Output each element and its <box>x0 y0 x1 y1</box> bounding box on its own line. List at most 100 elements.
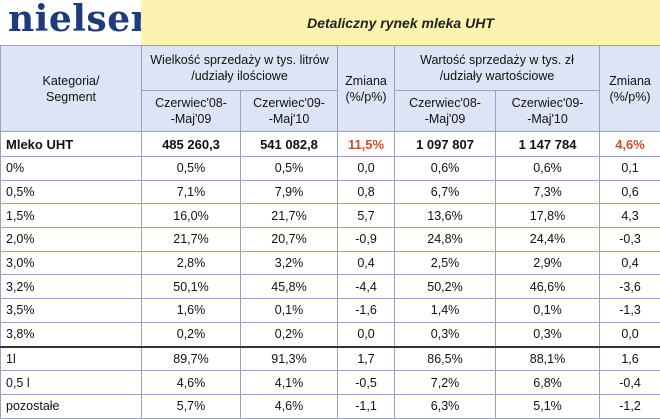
row-cell-vol1: 1,6% <box>142 299 241 323</box>
row-cell-val-change: -3,6 <box>600 275 660 299</box>
volume-change-header: Zmiana(%/p%) <box>338 46 395 132</box>
row-label: pozostałe <box>1 394 142 418</box>
row-cell-vol-change: 1,7 <box>338 347 395 371</box>
row-cell-val-change: 0,4 <box>600 251 660 275</box>
row-cell-val1: 7,2% <box>395 371 496 395</box>
row-cell-vol1: 0,2% <box>142 322 241 346</box>
row-label: 3,2% <box>1 275 142 299</box>
row-label: 3,5% <box>1 299 142 323</box>
row-cell-vol2: 0,5% <box>241 157 338 181</box>
row-cell-val1: 13,6% <box>395 204 496 228</box>
period1-value-header: Czerwiec'08--Maj'09 <box>395 91 496 132</box>
row-cell-vol-change: -1,1 <box>338 394 395 418</box>
row-cell-val-change: 0,6 <box>600 180 660 204</box>
sales-table: Kategoria/Segment Wielkość sprzedaży w t… <box>0 45 660 419</box>
row-label: 3,0% <box>1 251 142 275</box>
row-cell-vol-change: -1,6 <box>338 299 395 323</box>
row-cell-val2: 0,6% <box>496 157 600 181</box>
row-cell-vol-change: 0,8 <box>338 180 395 204</box>
row-cell-vol-change: 0,0 <box>338 322 395 346</box>
row-cell-val1: 24,8% <box>395 228 496 252</box>
row-cell-vol1: 89,7% <box>142 347 241 371</box>
row-cell-val-change: 0,0 <box>600 322 660 346</box>
row-cell-val2: 2,9% <box>496 251 600 275</box>
total-val-change: 4,6% <box>600 132 660 157</box>
row-cell-vol-change: 0,0 <box>338 157 395 181</box>
row-cell-val2: 46,6% <box>496 275 600 299</box>
row-cell-vol2: 20,7% <box>241 228 338 252</box>
row-label: 3,8% <box>1 322 142 346</box>
row-cell-val-change: -0,3 <box>600 228 660 252</box>
total-vol-change: 11,5% <box>338 132 395 157</box>
row-cell-val2: 5,1% <box>496 394 600 418</box>
row-cell-vol1: 50,1% <box>142 275 241 299</box>
total-label: Mleko UHT <box>1 132 142 157</box>
row-cell-val2: 6,8% <box>496 371 600 395</box>
row-cell-val1: 0,6% <box>395 157 496 181</box>
row-cell-vol1: 5,7% <box>142 394 241 418</box>
row-cell-vol2: 21,7% <box>241 204 338 228</box>
category-header: Kategoria/Segment <box>1 46 142 132</box>
row-cell-val-change: -0,4 <box>600 371 660 395</box>
total-vol1: 485 260,3 <box>142 132 241 157</box>
row-label: 0,5 l <box>1 371 142 395</box>
row-cell-val-change: 4,3 <box>600 204 660 228</box>
row-cell-val1: 86,5% <box>395 347 496 371</box>
row-cell-vol-change: 5,7 <box>338 204 395 228</box>
volume-group-header: Wielkość sprzedaży w tys. litrów/udziały… <box>142 46 338 91</box>
row-cell-vol2: 0,2% <box>241 322 338 346</box>
total-val1: 1 097 807 <box>395 132 496 157</box>
row-cell-vol-change: -4,4 <box>338 275 395 299</box>
row-cell-vol-change: -0,9 <box>338 228 395 252</box>
row-cell-val2: 0,3% <box>496 322 600 346</box>
total-row: Mleko UHT 485 260,3 541 082,8 11,5% 1 09… <box>1 132 660 157</box>
row-cell-vol1: 16,0% <box>142 204 241 228</box>
row-label: 1,5% <box>1 204 142 228</box>
row-cell-vol2: 7,9% <box>241 180 338 204</box>
row-cell-val1: 6,7% <box>395 180 496 204</box>
row-cell-val-change: 0,1 <box>600 157 660 181</box>
value-change-header: Zmiana(%/p%) <box>600 46 660 132</box>
row-cell-vol1: 0,5% <box>142 157 241 181</box>
row-label: 0% <box>1 157 142 181</box>
row-cell-vol1: 4,6% <box>142 371 241 395</box>
value-group-header: Wartość sprzedaży w tys. zł/udziały wart… <box>395 46 600 91</box>
row-cell-val2: 7,3% <box>496 180 600 204</box>
logo-text: nielsen <box>8 0 157 40</box>
row-label: 1l <box>1 347 142 371</box>
row-cell-vol1: 7,1% <box>142 180 241 204</box>
row-cell-val2: 88,1% <box>496 347 600 371</box>
row-cell-val1: 6,3% <box>395 394 496 418</box>
row-cell-val2: 24,4% <box>496 228 600 252</box>
row-cell-val1: 2,5% <box>395 251 496 275</box>
row-label: 2,0% <box>1 228 142 252</box>
period1-volume-header: Czerwiec'08--Maj'09 <box>142 91 241 132</box>
row-cell-vol1: 21,7% <box>142 228 241 252</box>
row-cell-vol-change: -0,5 <box>338 371 395 395</box>
row-cell-vol1: 2,8% <box>142 251 241 275</box>
period2-volume-header: Czerwiec'09--Maj'10 <box>241 91 338 132</box>
nielsen-logo: nielsen <box>0 0 140 45</box>
row-cell-val-change: -1,3 <box>600 299 660 323</box>
row-cell-val-change: -1,2 <box>600 394 660 418</box>
row-cell-val2: 0,1% <box>496 299 600 323</box>
row-cell-vol-change: 0,4 <box>338 251 395 275</box>
row-cell-val1: 1,4% <box>395 299 496 323</box>
period2-value-header: Czerwiec'09--Maj'10 <box>496 91 600 132</box>
row-cell-vol2: 45,8% <box>241 275 338 299</box>
row-label: 0,5% <box>1 180 142 204</box>
row-cell-val2: 17,8% <box>496 204 600 228</box>
row-cell-vol2: 3,2% <box>241 251 338 275</box>
